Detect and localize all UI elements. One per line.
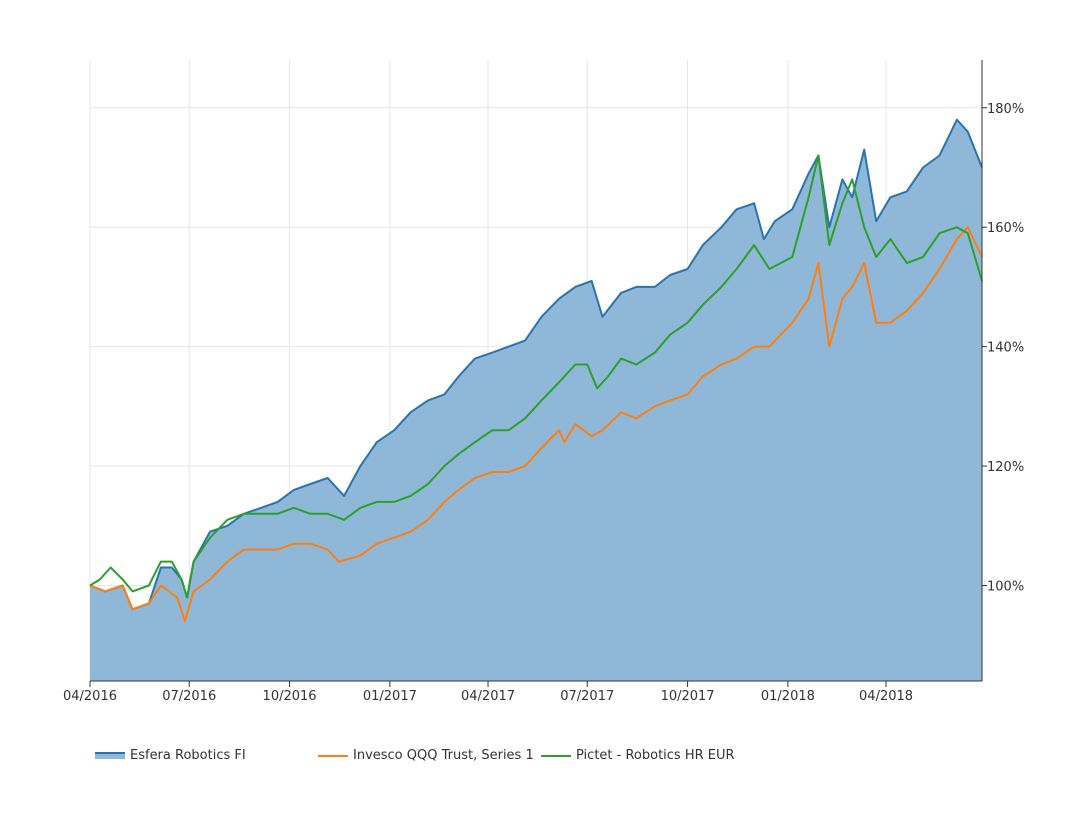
x-tick-label: 01/2018 <box>761 689 815 704</box>
y-tick-label: 160% <box>987 221 1024 236</box>
legend-item-esfera[interactable]: Esfera Robotics FI <box>95 748 246 763</box>
y-tick-label: 120% <box>987 460 1024 475</box>
y-tick-label: 100% <box>987 579 1024 594</box>
y-tick-label: 180% <box>987 102 1024 117</box>
legend-swatch-pictet <box>541 754 571 757</box>
x-tick-label: 04/2016 <box>63 689 117 704</box>
legend-item-invesco[interactable]: Invesco QQQ Trust, Series 1 <box>318 748 534 763</box>
series-layer <box>89 118 983 681</box>
x-tick-label: 10/2016 <box>263 689 317 704</box>
legend-label-pictet: Pictet - Robotics HR EUR <box>576 748 735 763</box>
legend-swatch-invesco <box>318 754 348 757</box>
x-tick-label: 04/2017 <box>461 689 515 704</box>
series-line-invesco <box>89 226 983 623</box>
x-tick-label: 10/2017 <box>661 689 715 704</box>
axes: 04/2016 07/2016 10/2016 01/2017 04/2017 07/20… <box>63 60 1024 704</box>
series-line-esfera <box>89 118 983 611</box>
series-area-esfera <box>90 119 982 681</box>
legend-label-esfera: Esfera Robotics FI <box>130 748 246 763</box>
legend-item-pictet[interactable]: Pictet - Robotics HR EUR <box>541 748 735 763</box>
x-tick-label: 07/2016 <box>162 689 216 704</box>
legend-label-invesco: Invesco QQQ Trust, Series 1 <box>353 748 534 763</box>
y-tick-label: 140% <box>987 341 1024 356</box>
x-tick-label: 04/2018 <box>859 689 913 704</box>
legend-swatch-esfera <box>95 752 125 759</box>
x-tick-label: 07/2017 <box>560 689 614 704</box>
series-line-pictet <box>89 154 983 599</box>
x-tick-label: 01/2017 <box>363 689 417 704</box>
